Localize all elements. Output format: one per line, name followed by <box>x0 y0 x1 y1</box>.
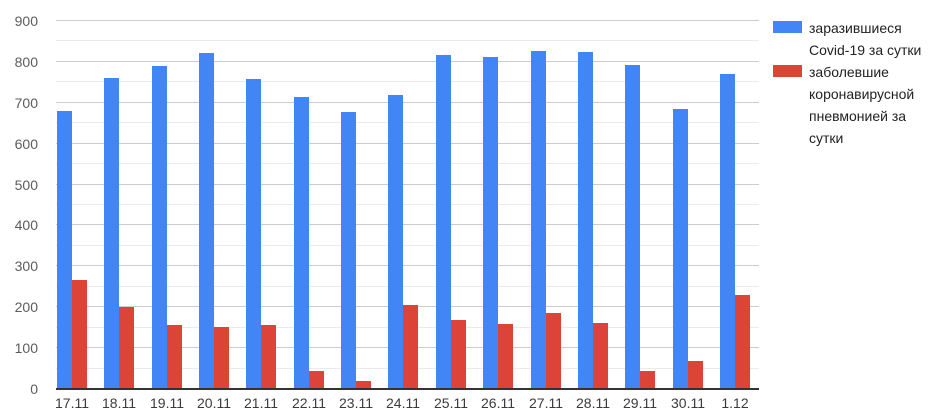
x-axis: 17.11 18.11 19.11 20.11 21.11 22.11 23.11 24.11… <box>55 395 759 415</box>
legend-swatch-pneumonia-red <box>773 65 802 77</box>
x-axis-label: 25.11 <box>434 395 468 411</box>
gridline-minor <box>56 163 759 165</box>
x-axis-label: 30.11 <box>671 395 705 411</box>
gridline-major <box>56 224 759 226</box>
gridline-major <box>56 20 759 21</box>
gridline-minor <box>56 40 759 42</box>
bar-pneumonia-19.11[interactable] <box>167 325 182 389</box>
bar-pneumonia-26.11[interactable] <box>498 324 513 389</box>
x-axis-label: 28.11 <box>576 395 610 411</box>
x-axis-line <box>56 388 759 390</box>
bar-pneumonia-1.12[interactable] <box>735 295 750 389</box>
y-axis-label: 900 <box>14 13 38 29</box>
x-axis-label: 19.11 <box>150 395 184 411</box>
bar-infected-29.11[interactable] <box>625 65 640 389</box>
bar-pneumonia-28.11[interactable] <box>593 323 608 389</box>
x-axis-label: 17.11 <box>55 395 89 411</box>
legend-label-infected: заразившиеся Covid-19 за сутки <box>809 20 922 58</box>
bar-pneumonia-22.11[interactable] <box>309 371 324 389</box>
bar-pneumonia-18.11[interactable] <box>119 307 134 389</box>
y-axis-label: 0 <box>30 381 38 397</box>
y-axis-label: 100 <box>14 340 38 357</box>
bar-pneumonia-20.11[interactable] <box>214 327 229 389</box>
y-axis-label: 700 <box>14 94 38 111</box>
bar-pneumonia-27.11[interactable] <box>546 313 561 389</box>
x-axis-label: 26.11 <box>481 395 515 411</box>
bar-infected-23.11[interactable] <box>341 112 356 389</box>
plot-area <box>56 20 759 390</box>
y-axis-label: 800 <box>14 53 38 70</box>
y-axis-label: 400 <box>14 217 38 234</box>
bar-infected-27.11[interactable] <box>531 51 546 389</box>
gridline-minor <box>56 244 759 246</box>
legend-label-pneumonia: заболевшие коронавирусной пневмонией за … <box>809 64 915 146</box>
bar-infected-24.11[interactable] <box>388 95 403 389</box>
x-axis-label: 27.11 <box>529 395 563 411</box>
y-axis-label: 600 <box>14 135 38 152</box>
bar-infected-26.11[interactable] <box>483 57 498 389</box>
x-axis-label: 18.11 <box>102 395 136 411</box>
bar-infected-30.11[interactable] <box>673 109 688 389</box>
gridline-major <box>56 183 759 185</box>
bar-infected-18.11[interactable] <box>104 78 119 389</box>
x-axis-label: 23.11 <box>339 395 373 411</box>
bar-infected-22.11[interactable] <box>294 97 309 389</box>
legend-item-pneumonia: заболевшие коронавирусной пневмонией за … <box>773 61 935 149</box>
bar-pneumonia-23.11[interactable] <box>356 381 371 389</box>
x-axis-label: 21.11 <box>244 395 278 411</box>
bar-pneumonia-21.11[interactable] <box>261 325 276 389</box>
y-axis-label: 200 <box>14 299 38 316</box>
bar-infected-1.12[interactable] <box>720 74 735 389</box>
y-axis-label: 500 <box>14 176 38 193</box>
gridline-major <box>56 265 759 267</box>
bar-infected-25.11[interactable] <box>436 55 451 389</box>
x-axis-label: 20.11 <box>197 395 231 411</box>
bar-pneumonia-30.11[interactable] <box>688 361 703 389</box>
x-axis-label: 1.12 <box>721 395 749 411</box>
bar-infected-28.11[interactable] <box>578 52 593 389</box>
bar-pneumonia-25.11[interactable] <box>451 320 466 389</box>
gridline-minor <box>56 204 759 205</box>
x-axis-label: 22.11 <box>292 395 326 411</box>
gridline-major <box>56 101 759 103</box>
bar-pneumonia-29.11[interactable] <box>640 371 655 389</box>
bar-infected-19.11[interactable] <box>152 66 167 389</box>
gridline-major <box>56 142 759 144</box>
legend-swatch-infected-blue <box>773 21 802 33</box>
x-axis-label: 24.11 <box>386 395 420 411</box>
bar-infected-17.11[interactable] <box>57 111 72 389</box>
gridline-major <box>56 60 759 62</box>
bar-infected-20.11[interactable] <box>199 53 214 389</box>
gridline-minor <box>56 81 759 83</box>
x-axis-label: 29.11 <box>623 395 657 411</box>
gridline-minor <box>56 122 759 124</box>
bar-pneumonia-24.11[interactable] <box>403 305 418 389</box>
bar-infected-21.11[interactable] <box>246 79 261 389</box>
y-axis-label: 300 <box>14 258 38 275</box>
gridline-minor <box>56 285 759 287</box>
chart-legend: заразившиеся Covid-19 за сутки заболевши… <box>773 17 935 149</box>
bar-pneumonia-17.11[interactable] <box>72 280 87 389</box>
legend-item-infected: заразившиеся Covid-19 за сутки <box>773 17 935 61</box>
